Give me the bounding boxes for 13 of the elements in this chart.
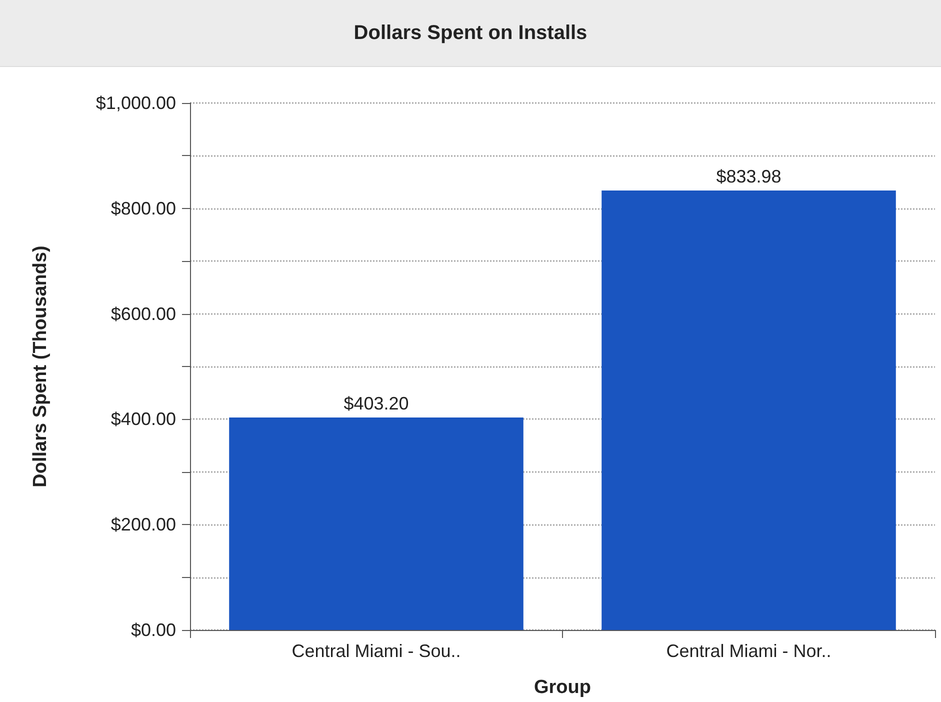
- y-axis-title: Dollars Spent (Thousands): [30, 246, 51, 488]
- y-tick-label: $600.00: [110, 304, 176, 324]
- x-tick-label: Central Miami - Nor..: [666, 641, 832, 661]
- y-tick-label: $400.00: [110, 409, 176, 430]
- y-tick-label: $1,000.00: [96, 93, 176, 113]
- x-axis-title: Group: [534, 677, 591, 698]
- data-label: $403.20: [344, 394, 409, 414]
- chart-title: Dollars Spent on Installs: [0, 0, 941, 66]
- y-tick-label: $800.00: [110, 198, 176, 218]
- y-tick-label: $200.00: [110, 514, 176, 535]
- data-label: $833.98: [716, 166, 782, 186]
- y-tick-label: $0.00: [130, 620, 176, 640]
- x-tick-label: Central Miami - Sou..: [292, 641, 461, 661]
